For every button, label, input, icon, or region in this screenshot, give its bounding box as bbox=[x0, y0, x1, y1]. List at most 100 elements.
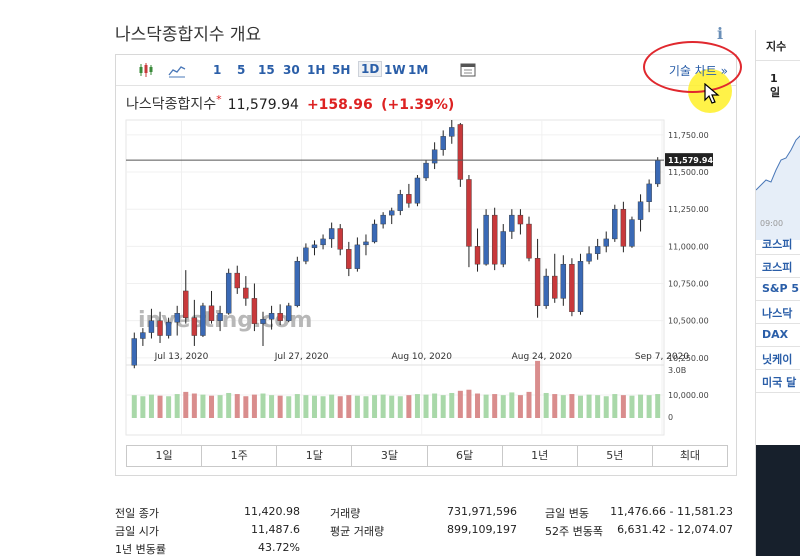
stat-row: 1년 변동률 43.72% bbox=[115, 541, 745, 559]
candle-body bbox=[517, 214, 524, 225]
volume-bar bbox=[629, 395, 635, 418]
volume-bar bbox=[320, 396, 326, 418]
sidebar-index-item[interactable]: 나스닥 bbox=[762, 307, 793, 320]
period-button[interactable]: 1일 bbox=[127, 446, 203, 466]
x-tick-label: Aug 24, 2020 bbox=[512, 352, 573, 362]
period-button[interactable]: 1주 bbox=[202, 446, 278, 466]
volume-bar bbox=[372, 395, 378, 418]
tech-chart-link[interactable]: 기술 차트 » bbox=[668, 64, 728, 78]
quote-change: +158.96 bbox=[306, 96, 373, 113]
volume-bar bbox=[423, 394, 429, 418]
volume-bar bbox=[492, 394, 498, 418]
candle-body bbox=[277, 313, 283, 321]
volume-bar bbox=[380, 394, 386, 418]
volume-bar bbox=[655, 394, 661, 418]
period-button[interactable]: 최대 bbox=[679, 449, 701, 462]
x-tick-label: Sep 7, 2020 bbox=[635, 352, 689, 362]
y-tick-label: 10,000.00 bbox=[668, 391, 709, 400]
volume-bar bbox=[148, 394, 154, 418]
candle-body bbox=[243, 287, 249, 299]
candle-body bbox=[543, 275, 549, 307]
interval-button-1w[interactable]: 1W bbox=[384, 63, 406, 77]
candle-body bbox=[586, 253, 592, 262]
mountain-chart-icon[interactable] bbox=[168, 62, 186, 78]
candle-body bbox=[534, 258, 541, 307]
sidebar-index-item[interactable]: 닛케이 bbox=[762, 353, 793, 366]
last-price-label: 11,579.94 bbox=[668, 156, 713, 165]
interval-button-1m[interactable]: 1M bbox=[408, 63, 429, 77]
candlestick-icon[interactable] bbox=[137, 62, 155, 78]
period-button[interactable]: 5년 bbox=[578, 446, 653, 466]
candle-body bbox=[406, 194, 412, 204]
volume-bar bbox=[500, 395, 506, 418]
candle-body bbox=[157, 320, 163, 336]
interval-button-1[interactable]: 1 bbox=[213, 63, 222, 77]
volume-bar bbox=[483, 394, 489, 418]
candle-body bbox=[577, 261, 584, 312]
volume-bar bbox=[620, 395, 626, 418]
candle-body bbox=[174, 313, 180, 323]
volume-bar bbox=[243, 396, 249, 418]
price-chart[interactable]: 11,750.00 11,500.00 11,250.00 11,000.00 10,7… bbox=[116, 115, 736, 440]
candle-body bbox=[303, 247, 309, 262]
candle-body bbox=[637, 201, 644, 220]
sidebar-index-item[interactable]: 코스피 bbox=[762, 238, 793, 251]
volume-bar bbox=[595, 395, 601, 418]
candle-body bbox=[629, 219, 635, 247]
volume-bar bbox=[166, 396, 172, 418]
interval-button-30[interactable]: 30 bbox=[283, 63, 300, 77]
calendar-icon[interactable] bbox=[459, 62, 477, 78]
volume-bar bbox=[603, 396, 609, 418]
candle-body bbox=[449, 127, 455, 137]
sidebar-index-item[interactable]: 코스피 bbox=[762, 261, 793, 274]
stat-row: 금일 시가 11,487.6 평균 거래량 899,109,197 52주 변동폭 6,6… bbox=[115, 523, 745, 541]
period-button[interactable]: 1달 bbox=[277, 446, 353, 466]
candle-body bbox=[483, 214, 489, 265]
interval-button-1h[interactable]: 1H bbox=[307, 63, 326, 77]
y-tick-label: 10,750.00 bbox=[668, 280, 709, 289]
period-button[interactable]: 6달 bbox=[428, 446, 503, 466]
candle-body bbox=[320, 238, 326, 246]
candle-body bbox=[268, 313, 275, 320]
interval-button-5[interactable]: 5 bbox=[237, 63, 246, 77]
sidebar-tab-1day[interactable]: 1일 bbox=[770, 72, 781, 99]
candle-body bbox=[363, 241, 369, 246]
interval-button-5h[interactable]: 5H bbox=[332, 63, 351, 77]
volume-bar bbox=[389, 395, 395, 418]
interval-button-15[interactable]: 15 bbox=[258, 63, 275, 77]
volume-bar bbox=[260, 393, 266, 418]
candle-body bbox=[148, 320, 155, 333]
candle-body bbox=[491, 214, 498, 265]
volume-bar bbox=[346, 395, 352, 418]
interval-button-1d[interactable]: 1D bbox=[358, 61, 383, 77]
y-tick-label: 11,250.00 bbox=[668, 205, 709, 214]
quote-price: 11,579.94 bbox=[227, 96, 299, 113]
candle-body bbox=[552, 275, 558, 299]
volume-bar bbox=[157, 395, 163, 418]
period-button[interactable]: 1년 bbox=[503, 446, 578, 466]
candle-body bbox=[371, 223, 378, 243]
volume-bar bbox=[131, 395, 137, 418]
sidebar-index-item[interactable]: S&P 5 bbox=[762, 282, 800, 295]
candle-body bbox=[509, 214, 515, 232]
period-bar: 1일 1주 1달 3달 6달 1년 5년 최대 bbox=[126, 445, 728, 467]
info-icon[interactable]: i bbox=[717, 24, 724, 43]
volume-bar bbox=[269, 395, 275, 418]
stat-label: 52주 변동폭 bbox=[545, 525, 603, 538]
volume-bar bbox=[466, 389, 472, 418]
sidebar-header: 지수 bbox=[766, 40, 787, 53]
y-tick-label: 10,250.00 bbox=[668, 354, 709, 363]
chart-widget: 1 5 15 30 1H 5H 1D 1W 1M 기술 차트 » 나스닥종합지수* 11,579.… bbox=[115, 41, 742, 476]
period-button[interactable]: 3달 bbox=[352, 446, 428, 466]
candle-body bbox=[131, 338, 137, 366]
sidebar-index-item[interactable]: 미국 달 bbox=[762, 376, 797, 389]
candle-body bbox=[311, 244, 318, 249]
candle-body bbox=[208, 305, 215, 321]
candle-body bbox=[346, 249, 352, 269]
volume-bar bbox=[586, 394, 592, 418]
candle-body bbox=[286, 305, 292, 321]
sidebar-index-item[interactable]: DAX bbox=[762, 328, 789, 341]
volume-bar bbox=[517, 395, 523, 418]
candle-body bbox=[474, 246, 481, 265]
volume-bar bbox=[217, 395, 223, 418]
